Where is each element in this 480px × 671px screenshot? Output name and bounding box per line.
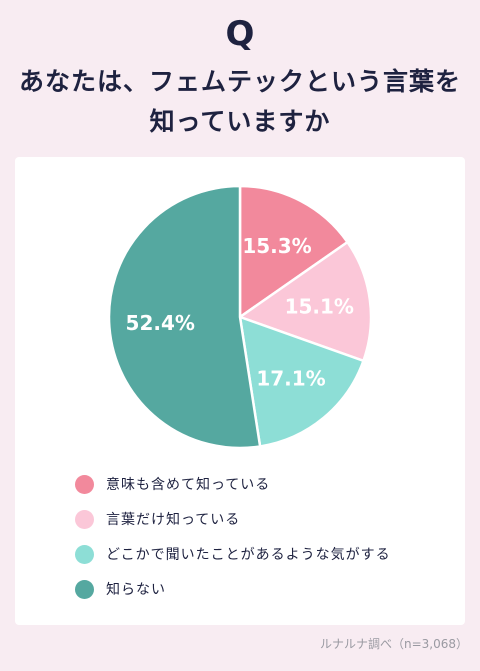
legend-label: 知らない [106, 582, 166, 598]
pie-slice-1 [238, 184, 350, 320]
source-note: ルナルナ調べ（n=3,068） [319, 637, 468, 651]
legend-label: どこかで聞いたことがあるような気がする [106, 547, 391, 563]
question-line-1: あなたは、フェムテックという言葉を [18, 67, 461, 96]
pie-slice-4 [107, 184, 262, 450]
question-line-2: 知っていますか [149, 107, 331, 136]
legend-swatch [75, 509, 94, 529]
slice-label-4: 52.4% [126, 311, 195, 335]
legend-swatch [75, 474, 94, 494]
slice-label-3: 17.1% [256, 367, 325, 391]
slice-label-2: 15.1% [285, 294, 354, 318]
legend-item-1: 意味も含めて知っている [75, 473, 465, 495]
legend-item-2: 言葉だけ知っている [75, 508, 465, 530]
legend-swatch [75, 544, 94, 564]
chart-card: 15.3% 15.1% 17.1% 52.4% 意味も含めて知っている 言葉だけ知ってい… [15, 157, 465, 625]
legend-item-4: 知らない [75, 578, 465, 600]
legend-item-3: どこかで聞いたことがあるような気がする [75, 543, 465, 565]
legend: 意味も含めて知っている 言葉だけ知っているどこかで聞いたことがあるような気がする知… [75, 473, 465, 613]
legend-label: 意味も含めて知っている [106, 477, 271, 493]
question-title: あなたは、フェムテックという言葉を 知っていますか [0, 62, 480, 142]
legend-swatch [75, 579, 94, 599]
legend-label: 言葉だけ知っている [106, 512, 241, 528]
pie-chart: 15.3% 15.1% 17.1% 52.4% [107, 184, 373, 450]
pie-slice-3 [238, 315, 366, 448]
slice-label-1: 15.3% [242, 234, 311, 258]
q-mark: Q [225, 14, 255, 54]
pie-slice-2 [237, 240, 373, 363]
